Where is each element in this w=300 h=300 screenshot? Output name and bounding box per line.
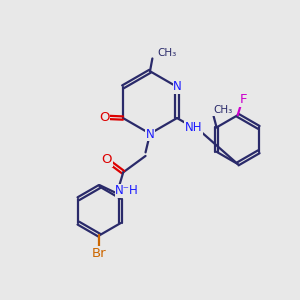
Text: NH: NH — [185, 121, 202, 134]
Text: CH₃: CH₃ — [158, 47, 177, 58]
Text: N: N — [146, 128, 154, 141]
Text: O: O — [102, 153, 112, 166]
Text: F: F — [240, 93, 247, 106]
Text: O: O — [99, 111, 110, 124]
Text: Br: Br — [92, 247, 107, 260]
Text: N: N — [173, 80, 182, 93]
Text: N⁻H: N⁻H — [115, 184, 139, 197]
Text: CH₃: CH₃ — [213, 105, 232, 115]
